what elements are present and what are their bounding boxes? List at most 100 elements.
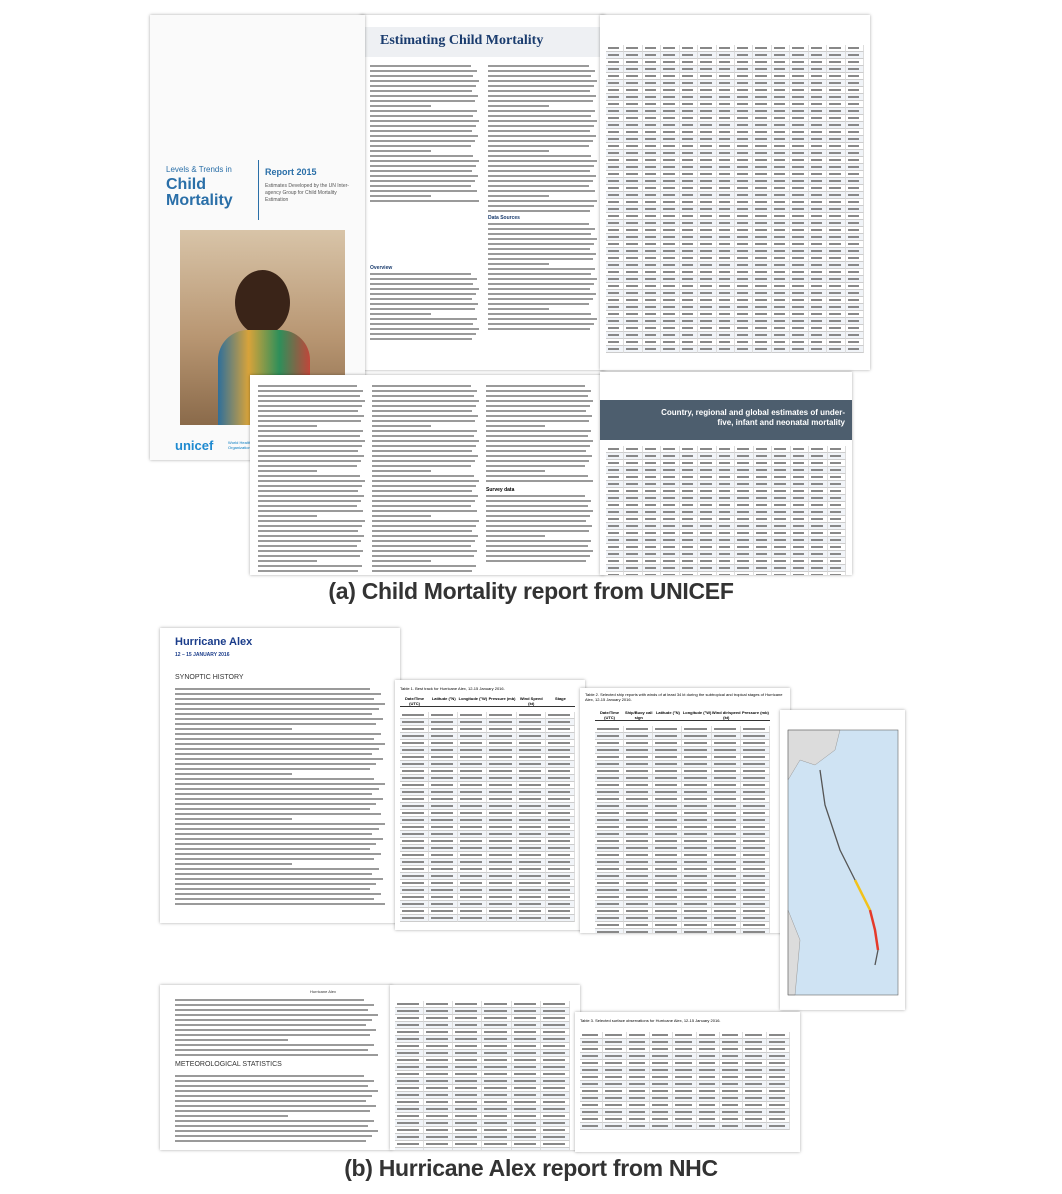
table-cell xyxy=(653,824,683,831)
table-cell xyxy=(453,1050,483,1057)
table-cell xyxy=(808,150,828,157)
table-cell xyxy=(735,311,754,318)
table-cell xyxy=(516,845,546,852)
text-line xyxy=(370,165,476,167)
table-cell xyxy=(740,796,770,803)
table-cell xyxy=(673,1123,697,1130)
table-cell xyxy=(429,838,459,845)
text-line xyxy=(370,110,477,112)
table-cell xyxy=(772,481,791,488)
table-cell xyxy=(482,1120,512,1127)
table-cell xyxy=(624,523,643,530)
table-cell xyxy=(661,122,680,129)
table-cell xyxy=(682,838,712,845)
table-cell xyxy=(827,467,846,474)
table-cell xyxy=(661,304,680,311)
table-cell xyxy=(845,73,864,80)
table-cell xyxy=(395,1050,425,1057)
table-cell xyxy=(827,311,846,318)
text-line xyxy=(175,813,381,815)
table-cell xyxy=(753,558,773,565)
table-cell xyxy=(545,803,575,810)
table-cell xyxy=(698,234,717,241)
text-line xyxy=(488,323,594,325)
table-cell xyxy=(516,747,546,754)
text-line xyxy=(370,90,473,92)
table-cell xyxy=(698,185,717,192)
table-cell xyxy=(487,726,517,733)
table-cell xyxy=(545,880,575,887)
table-cell xyxy=(545,796,575,803)
text-line xyxy=(175,763,377,765)
page: Table 1. Best track for Hurricane Alex, … xyxy=(395,680,585,930)
text-column xyxy=(488,65,598,215)
table-cell xyxy=(482,1071,512,1078)
table-cell xyxy=(545,831,575,838)
table-cell xyxy=(540,1092,570,1099)
table-cell xyxy=(595,887,625,894)
table-cell xyxy=(679,290,699,297)
table-cell xyxy=(458,789,488,796)
table-cell xyxy=(716,94,735,101)
table-cell xyxy=(626,1074,650,1081)
table-cell xyxy=(808,157,828,164)
table-cell xyxy=(845,157,864,164)
table-cell xyxy=(790,94,809,101)
table-cell xyxy=(771,73,791,80)
text-column xyxy=(488,223,598,333)
table-cell xyxy=(661,551,680,558)
table-cell xyxy=(772,502,791,509)
table-cell xyxy=(808,318,828,325)
table-cell xyxy=(790,481,810,488)
table-cell xyxy=(682,796,712,803)
table-cell xyxy=(642,108,662,115)
text-body xyxy=(175,1075,380,1145)
table-cell xyxy=(606,136,625,143)
text-line xyxy=(175,853,381,855)
table-cell xyxy=(771,87,791,94)
table-cell xyxy=(516,894,546,901)
table-cell xyxy=(540,1064,570,1071)
table-cell xyxy=(453,1022,483,1029)
table-cell xyxy=(711,796,741,803)
table-cell xyxy=(653,838,683,845)
table-cell xyxy=(771,115,791,122)
table-cell xyxy=(595,852,625,859)
table-cell xyxy=(487,810,517,817)
table-cell xyxy=(772,460,791,467)
table-cell xyxy=(753,192,772,199)
table-cell xyxy=(698,241,717,248)
table-cell xyxy=(735,73,754,80)
table-cell xyxy=(808,325,828,332)
table-cell xyxy=(606,269,625,276)
table-cell xyxy=(661,262,680,269)
text-line xyxy=(372,515,432,517)
table-cell xyxy=(698,544,717,551)
column-header: Stage xyxy=(554,696,566,701)
table-cell xyxy=(624,297,643,304)
table-header: Date/Time (UTC) Latitude (°N) Longitude (°… xyxy=(400,696,575,707)
table-cell xyxy=(482,1008,512,1015)
table-cell xyxy=(545,754,575,761)
table-cell xyxy=(753,108,772,115)
table-cell xyxy=(790,206,809,213)
text-line xyxy=(486,455,592,457)
table-cell xyxy=(827,87,846,94)
table-cell xyxy=(809,502,828,509)
table-cell xyxy=(642,178,662,185)
text-line xyxy=(175,878,383,880)
text-column xyxy=(372,385,480,575)
table-cell xyxy=(395,1141,425,1148)
text-line xyxy=(258,435,360,437)
table-cell xyxy=(753,262,772,269)
table-cell xyxy=(698,304,717,311)
table-cell xyxy=(482,1029,512,1036)
text-line xyxy=(175,748,379,750)
table-cell xyxy=(545,817,575,824)
table-cell xyxy=(642,488,662,495)
text-line xyxy=(258,430,363,432)
table-cell xyxy=(679,467,699,474)
table-cell xyxy=(458,873,488,880)
table-cell xyxy=(790,502,810,509)
table-cell xyxy=(624,234,643,241)
